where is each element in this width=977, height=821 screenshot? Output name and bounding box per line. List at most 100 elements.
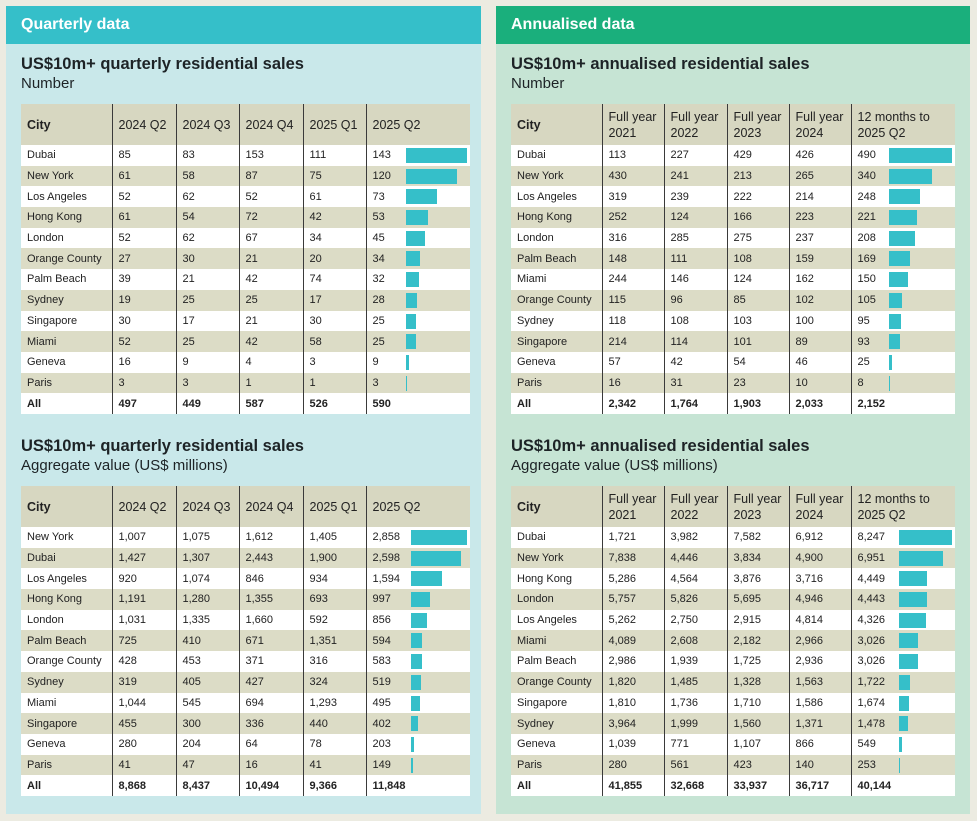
value-text: 45 <box>372 232 385 245</box>
value-cell: 124 <box>663 207 727 228</box>
value-text: 214 <box>608 335 627 348</box>
table-row: Singapore 214 114 101 89 93 <box>511 331 955 352</box>
value-cell: 4,089 <box>601 630 664 652</box>
value-cell: 4,946 <box>788 589 851 610</box>
total-row: All 8,868 8,437 10,494 9,366 11,848 <box>21 775 470 796</box>
value-cell: 3,982 <box>663 527 727 548</box>
value-text: 95 <box>857 314 870 327</box>
value-bar <box>405 313 417 329</box>
value-text: 214 <box>795 190 814 203</box>
value-cell: 2,750 <box>663 609 727 631</box>
value-text: 23 <box>733 376 746 389</box>
value-text: 47 <box>182 758 195 771</box>
value-cell: 89 <box>788 331 851 352</box>
value-cell: 169 <box>850 248 955 270</box>
value-bar <box>410 695 421 711</box>
table-row: Los Angeles 5,262 2,750 2,915 4,814 4,326 <box>511 609 955 631</box>
value-cell: 1,039 <box>601 733 664 755</box>
value-cell: 4,564 <box>663 568 727 590</box>
value-cell: 159 <box>788 248 851 270</box>
value-text: 244 <box>608 273 627 286</box>
value-bar <box>898 736 903 752</box>
value-cell: 61 <box>111 165 176 187</box>
value-cell: 42 <box>663 351 727 373</box>
value-cell: 1,371 <box>788 713 851 734</box>
table-row: Dubai 1,427 1,307 2,443 1,900 2,598 <box>21 547 470 569</box>
city-cell: Dubai <box>511 527 602 548</box>
city-cell: Sydney <box>21 289 112 311</box>
value-cell: 101 <box>726 331 789 352</box>
table-row: Paris 41 47 16 41 149 <box>21 754 470 776</box>
table-row: London 5,757 5,826 5,695 4,946 4,443 <box>511 589 955 610</box>
value-text: 2,598 <box>372 552 401 565</box>
value-bar <box>888 354 892 370</box>
value-cell: 57 <box>601 351 664 373</box>
city-cell: Singapore <box>21 310 112 332</box>
value-text: 32 <box>372 273 385 286</box>
value-text: 340 <box>857 170 876 183</box>
column-header: 2024 Q4 <box>238 486 303 527</box>
value-cell: 1,722 <box>850 671 955 693</box>
value-text: 1,560 <box>733 717 762 730</box>
value-text: 583 <box>372 655 391 668</box>
value-text: 46 <box>795 356 808 369</box>
value-text: 2,966 <box>795 634 824 647</box>
value-bar <box>888 292 902 308</box>
value-text: 62 <box>182 190 195 203</box>
value-text: 725 <box>118 634 137 647</box>
value-cell: 3 <box>111 372 176 394</box>
value-cell: 285 <box>663 227 727 249</box>
value-text: 856 <box>372 614 391 627</box>
value-cell: 150 <box>850 269 955 290</box>
column-header: Full year 2023 <box>726 104 789 145</box>
value-cell: 423 <box>726 754 789 776</box>
value-cell: 265 <box>788 165 851 187</box>
city-cell: New York <box>21 165 112 187</box>
value-text: 7,582 <box>733 531 762 544</box>
value-text: 2,915 <box>733 614 762 627</box>
value-text: 423 <box>733 758 752 771</box>
value-text: 30 <box>118 314 131 327</box>
value-cell: 83 <box>175 145 239 166</box>
value-cell: 237 <box>788 227 851 249</box>
value-text: 204 <box>182 738 201 751</box>
value-bar <box>888 272 908 288</box>
value-text: 280 <box>118 738 137 751</box>
value-cell: 561 <box>663 754 727 776</box>
total-value: 587 <box>238 393 303 414</box>
value-text: 169 <box>857 252 876 265</box>
value-text: 253 <box>857 758 876 771</box>
table-row: Paris 3 3 1 1 3 <box>21 372 470 394</box>
value-text: 402 <box>372 717 391 730</box>
value-cell: 3 <box>302 351 366 373</box>
value-text: 5,262 <box>608 614 637 627</box>
value-text: 62 <box>182 232 195 245</box>
value-text: 490 <box>857 149 876 162</box>
value-text: 25 <box>857 356 870 369</box>
value-cell: 300 <box>175 713 239 734</box>
value-cell: 93 <box>850 331 955 352</box>
annualised-value-section: US$10m+ annualised residential sales Aggr… <box>511 436 955 796</box>
value-text: 997 <box>372 593 391 606</box>
value-bar <box>898 550 944 566</box>
value-text: 4,446 <box>670 552 699 565</box>
value-text: 162 <box>795 273 814 286</box>
value-text: 846 <box>245 572 264 585</box>
value-text: 694 <box>245 696 264 709</box>
value-bar <box>898 695 910 711</box>
value-cell: 519 <box>365 671 470 693</box>
value-cell: 1,674 <box>850 692 955 714</box>
city-cell: New York <box>511 165 602 187</box>
value-text: 108 <box>733 252 752 265</box>
value-cell: 25 <box>365 310 470 332</box>
value-cell: 495 <box>365 692 470 714</box>
value-text: 25 <box>245 294 258 307</box>
value-text: 285 <box>670 232 689 245</box>
value-cell: 455 <box>111 713 176 734</box>
value-cell: 140 <box>788 754 851 776</box>
value-text: 42 <box>309 211 322 224</box>
value-cell: 222 <box>726 186 789 208</box>
value-cell: 1,563 <box>788 671 851 693</box>
value-cell: 1,736 <box>663 692 727 714</box>
table-row: Miami 1,044 545 694 1,293 495 <box>21 692 470 714</box>
